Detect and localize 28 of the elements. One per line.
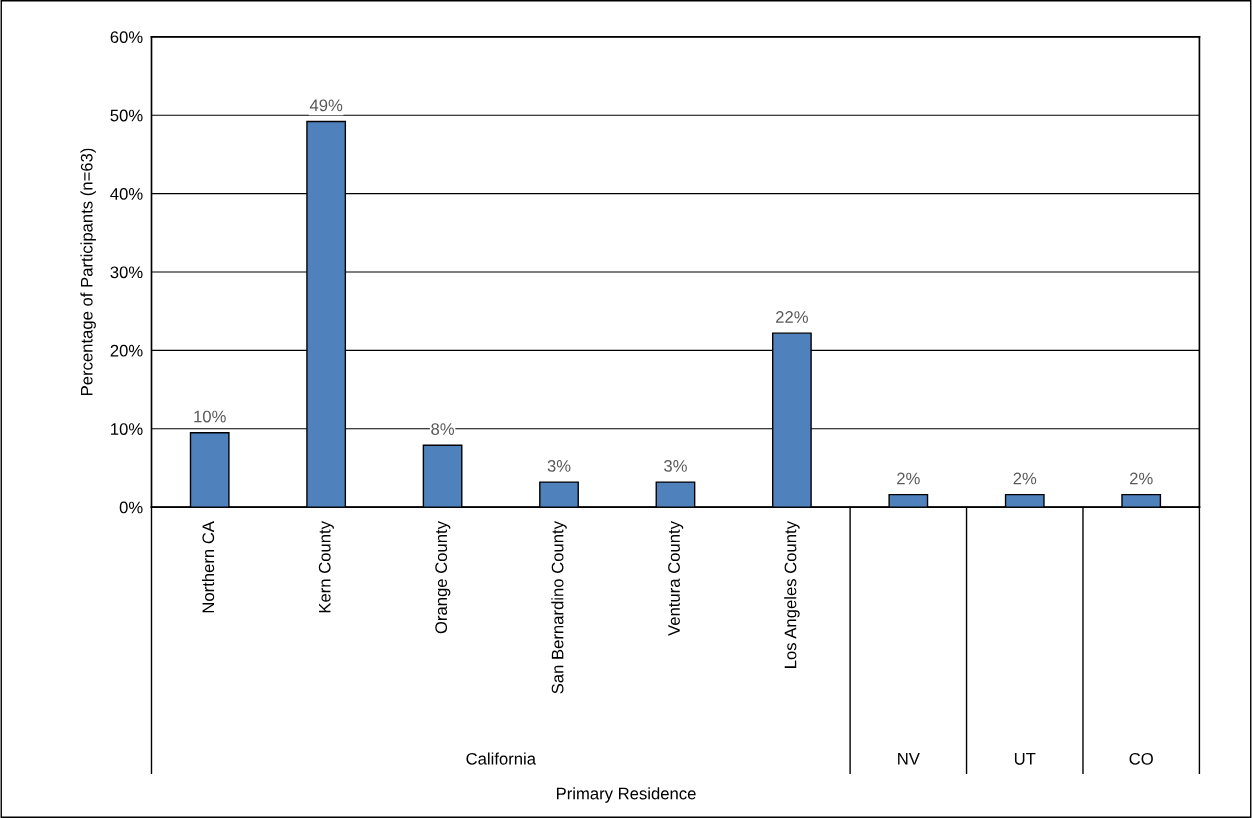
data-label: 49% <box>309 99 343 112</box>
y-tick-label: 10% <box>111 423 143 435</box>
text: California <box>466 752 536 765</box>
text: CO <box>1129 752 1153 765</box>
x-tick-label: Northern CA <box>201 521 215 613</box>
data-label: 3% <box>547 460 571 472</box>
text: Primary Residence <box>556 787 696 803</box>
data-label: 10% <box>194 410 226 423</box>
data-label: 2% <box>1013 472 1037 485</box>
x-tick-label: Kern County <box>318 521 334 613</box>
data-label: 2% <box>897 472 920 485</box>
x-tick-label: San Bernardino County <box>551 521 567 694</box>
data-label: 8% <box>431 423 455 435</box>
y-tick-label: 60% <box>110 31 143 44</box>
text: UT <box>1014 753 1036 765</box>
x-tick-label: Orange County <box>435 521 451 634</box>
x-tick-label: Ventura County <box>668 521 684 636</box>
y-tick-label: 0% <box>119 501 143 514</box>
x-tick-label: Los Angeles County <box>784 521 800 668</box>
y-tick-label: 50% <box>110 109 143 122</box>
y-axis-title: Percentage of Participants (n=63) <box>80 148 96 395</box>
y-tick-label: 30% <box>110 266 143 279</box>
data-label: 3% <box>664 460 687 472</box>
text: NV <box>898 753 920 765</box>
y-tick-label: 40% <box>110 187 143 200</box>
y-tick-label: 20% <box>110 344 143 357</box>
data-label: 22% <box>776 311 808 323</box>
data-label: 2% <box>1129 472 1153 485</box>
